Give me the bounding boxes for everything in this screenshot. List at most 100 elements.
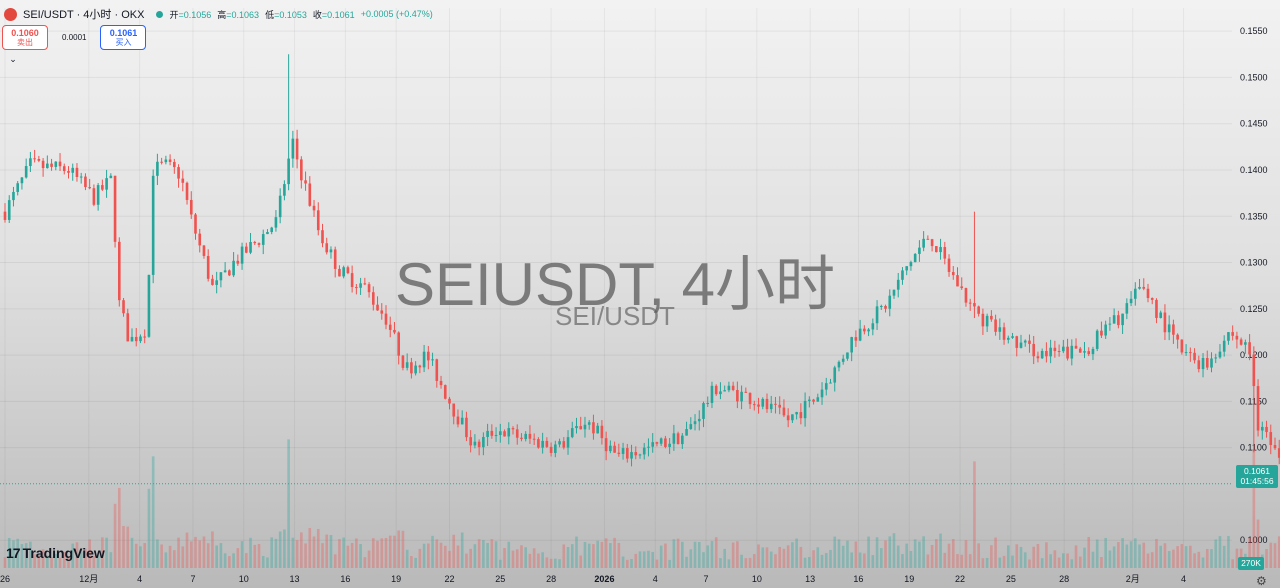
candle-body [211,278,214,285]
candle-body [1260,426,1264,431]
volume-bar [151,456,155,568]
volume-bar [414,557,417,568]
candle-body [151,175,155,275]
candle-body [1100,330,1103,336]
candle-body [1019,342,1023,348]
candle-body [871,323,875,330]
volume-bar [1214,539,1218,568]
candle-body [388,324,392,330]
volume-bar [321,543,324,568]
volume-bar [850,552,853,568]
volume-bar [613,537,616,568]
volume-bar [477,539,481,568]
candle-body [1074,345,1078,349]
candle-body [968,302,972,304]
candle-body [922,238,925,248]
volume-bar [1256,519,1260,568]
watermark-title: SEIUSDT, 4小时 [394,251,836,318]
volume-bar [308,527,312,568]
volume-bar [820,554,824,568]
candle-body [503,431,506,437]
candle-body [583,424,587,430]
candle-body [287,158,290,185]
candle-body [795,412,798,415]
low-value: =0.1053 [274,9,307,20]
volume-bar [1070,559,1074,568]
volume-bar [774,554,777,568]
candle-body [1201,358,1205,370]
candle-body [511,428,515,430]
volume-bar [1087,536,1091,568]
x-tick-label: 16 [853,574,863,584]
candle-body [257,243,261,245]
volume-bar [570,544,574,568]
x-tick-label: 2026 [594,574,614,584]
candle-body [105,178,108,190]
volume-bar [524,547,528,568]
volume-bar [54,553,58,568]
volume-bar [490,539,494,568]
candle-body [291,138,295,159]
volume-bar [253,544,257,568]
tradingview-logo[interactable]: 17 TradingView [6,545,105,561]
candle-body [321,230,324,244]
buy-button[interactable]: 0.1061 买入 [100,25,147,50]
spread-value: 0.0001 [62,33,87,42]
candle-body [300,159,303,181]
volume-bar [579,555,583,568]
candle-body [181,178,185,183]
candle-body [253,241,257,244]
volume-bar [236,548,240,568]
candle-body [156,161,159,176]
candle-body [24,166,28,178]
candle-body [816,397,820,402]
candle-body [879,305,883,307]
x-tick-label: 22 [444,574,454,584]
candle-body [689,424,693,430]
symbol-title[interactable]: SEI/USDT · 4小时 · OKX [23,9,145,21]
x-tick-label: 12月 [79,574,98,584]
volume-bar [1053,550,1057,568]
volume-bar [1227,536,1230,568]
candle-body [884,305,887,309]
candle-body [909,262,913,267]
volume-bar [554,558,557,568]
volume-bar [75,542,79,568]
volume-bar [638,551,642,568]
volume-bar [604,538,608,568]
gear-icon[interactable]: ⚙ [1256,574,1267,588]
volume-bar [858,552,862,568]
candle-body [723,390,726,392]
candle-body [316,210,320,231]
candle-body [1227,332,1230,341]
volume-bar [1129,541,1133,568]
volume-bar [359,543,362,568]
x-tick-label: 19 [904,574,914,584]
volume-bar [922,536,925,568]
volume-bar [1277,536,1280,568]
volume-bar [736,541,739,568]
volume-bar [727,559,731,568]
candle-body [617,452,621,454]
volume-bar [812,550,815,568]
candle-body [384,313,388,325]
sell-button[interactable]: 0.1060 卖出 [2,25,48,50]
chevron-down-icon[interactable]: ⌄ [9,54,17,64]
volume-bar [1045,542,1048,568]
volume-bar [757,544,760,568]
volume-bar [901,554,904,568]
candle-body [570,428,574,438]
volume-bar [181,546,185,568]
candle-body [545,440,549,447]
volume-bar [1163,543,1167,568]
candle-body [1172,324,1175,335]
candle-body [833,367,837,383]
candle-body [67,171,70,173]
volume-bar [647,550,650,568]
volume-bar [562,544,566,568]
candle-body [1121,313,1124,326]
volume-bar [198,540,202,568]
volume-bar [346,545,350,568]
